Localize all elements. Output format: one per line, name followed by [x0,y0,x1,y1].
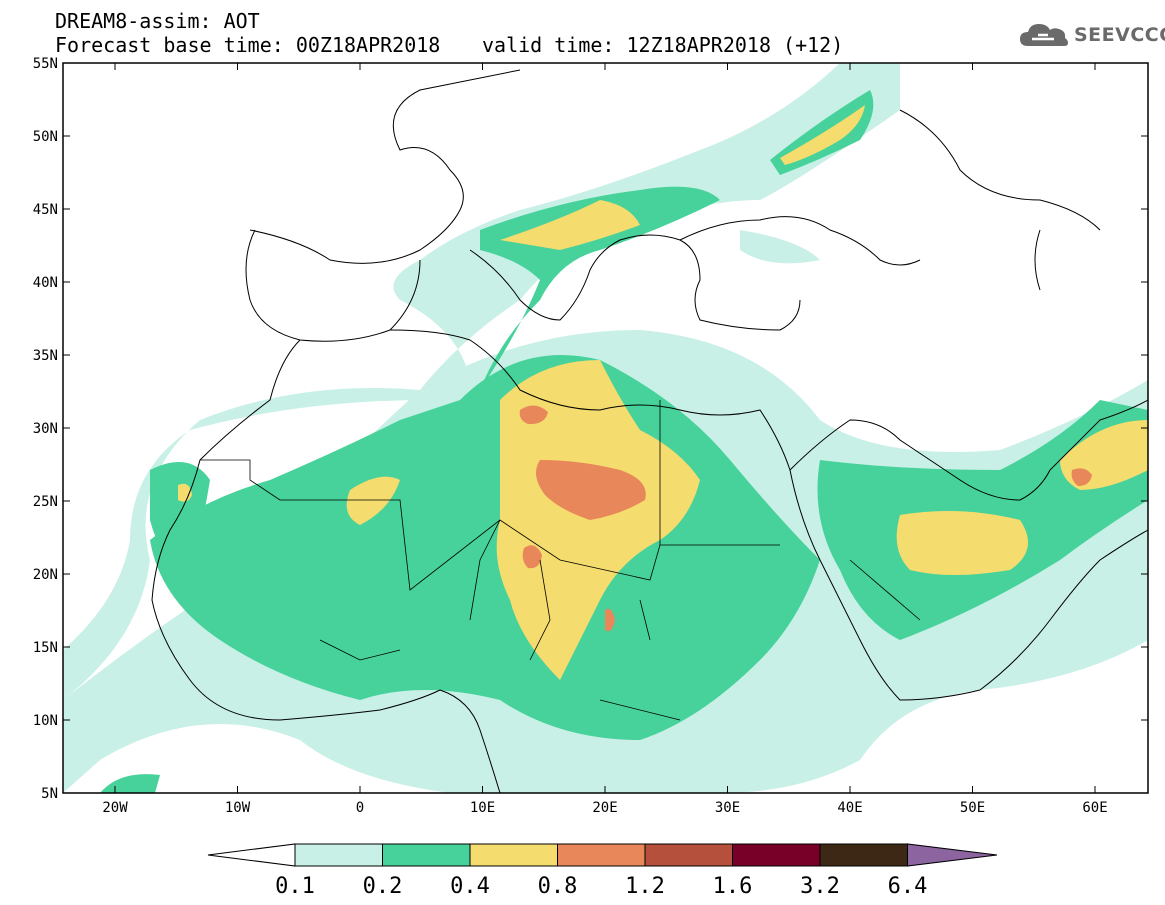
lon-tick-label: 30E [715,800,740,816]
lat-tick-label: 10N [33,713,58,729]
colorbar-over-arrow [907,843,998,867]
map-title: DREAM8-assim: AOT [55,9,260,33]
lat-tick-label: 30N [33,421,58,437]
colorbar-swatch [819,843,908,867]
lat-tick-label: 55N [33,56,58,72]
colorbar-swatch [382,843,471,867]
lon-tick-label: 20W [102,800,128,816]
cloud-icon [1020,24,1068,46]
lon-tick-label: 10W [225,800,251,816]
colorbar-level-label: 6.4 [888,874,928,899]
lat-tick-label: 40N [33,275,58,291]
lon-tick-label: 10E [470,800,495,816]
lon-tick-label: 50E [960,800,985,816]
colorbar-level-label: 0.1 [275,874,315,899]
colorbar-level-label: 1.2 [625,874,665,899]
colorbar-swatch [469,843,558,867]
colorbar-swatch [644,843,733,867]
colorbar-swatch [294,843,383,867]
colorbar-swatch [732,843,821,867]
lon-tick-label: 40E [837,800,862,816]
lon-tick-label: 60E [1082,800,1107,816]
seevccc-logo: SEEVCCC [1018,20,1165,50]
latitude-ticks: 55N 50N 45N 40N 35N 30N 25N 20N 15N 10N 5N [33,56,1148,802]
colorbar: 0.1 0.2 0.4 0.8 1.2 1.6 3.2 6.4 [207,843,998,899]
lon-tick-label: 0 [356,800,364,816]
lat-tick-label: 50N [33,129,58,145]
lat-tick-label: 35N [33,348,58,364]
borders [200,400,921,721]
colorbar-under-arrow [207,843,296,867]
valid-time: valid time: 12Z18APR2018 (+12) [482,33,844,57]
logo-text: SEEVCCC [1074,24,1165,46]
longitude-ticks: 20W 10W 0 10E 20E 30E 40E 50E 60E [102,63,1108,816]
lat-tick-label: 15N [33,640,58,656]
lat-tick-label: 25N [33,494,58,510]
lat-tick-label: 20N [33,567,58,583]
coastlines [151,69,1148,793]
lat-tick-label: 5N [41,786,58,802]
colorbar-level-label: 3.2 [800,874,840,899]
forecast-base-time: Forecast base time: 00Z18APR2018 [55,33,441,57]
lat-tick-label: 45N [33,202,58,218]
colorbar-level-label: 1.6 [713,874,753,899]
lon-tick-label: 20E [592,800,617,816]
colorbar-swatch [557,843,646,867]
colorbar-level-label: 0.8 [538,874,578,899]
colorbar-level-label: 0.4 [450,874,490,899]
colorbar-level-label: 0.2 [363,874,403,899]
aot-contours [63,63,1148,793]
